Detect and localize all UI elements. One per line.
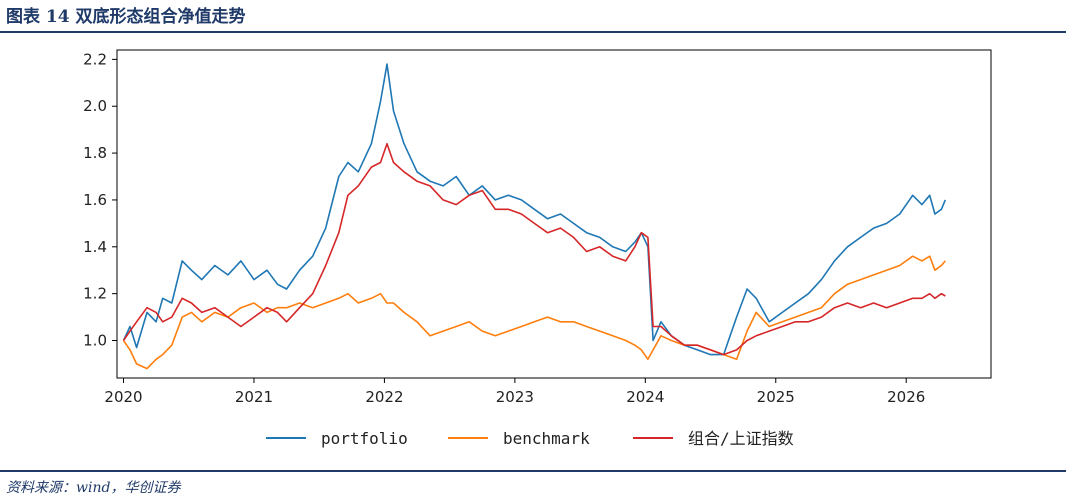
x-tick-label: 2020 <box>104 388 142 406</box>
header-rule <box>0 31 1066 33</box>
y-tick-label: 2.0 <box>83 97 107 115</box>
x-axis: 2020 2021 2022 2023 2024 2025 2026 <box>104 378 925 406</box>
legend: portfolio benchmark 组合/上证指数 <box>266 429 794 448</box>
figure-title: 图表 14 双底形态组合净值走势 <box>6 7 246 27</box>
legend-label-benchmark: benchmark <box>503 429 590 448</box>
x-tick-label: 2024 <box>626 388 664 406</box>
x-tick-label: 2021 <box>235 388 273 406</box>
x-tick-label: 2022 <box>365 388 403 406</box>
series-line-combo <box>122 142 946 356</box>
y-tick-label: 2.2 <box>83 50 107 68</box>
y-tick-label: 1.8 <box>83 144 107 162</box>
legend-label-combo: 组合/上证指数 <box>688 429 794 448</box>
y-tick-label: 1.0 <box>83 332 107 350</box>
x-tick-label: 2025 <box>757 388 795 406</box>
footer-rule <box>0 470 1066 472</box>
source-note: 资料来源：wind，华创证券 <box>6 480 181 496</box>
y-axis: 1.0 1.2 1.4 1.6 1.8 2.0 2.2 <box>83 50 117 350</box>
line-chart: 1.01.21.41.61.82.02.2 2020 2021 2022 2023 20… <box>83 49 992 448</box>
x-tick-label: 2023 <box>496 388 534 406</box>
series-line-portfolio <box>122 63 947 356</box>
y-tick-label: 1.6 <box>83 191 107 209</box>
plot-frame <box>116 49 992 379</box>
series-line-benchmark <box>122 255 946 370</box>
y-tick-label: 1.2 <box>83 285 107 303</box>
series-lines <box>122 63 947 370</box>
x-tick-label: 2026 <box>887 388 925 406</box>
legend-label-portfolio: portfolio <box>321 429 408 448</box>
y-tick-label: 1.4 <box>83 238 107 256</box>
